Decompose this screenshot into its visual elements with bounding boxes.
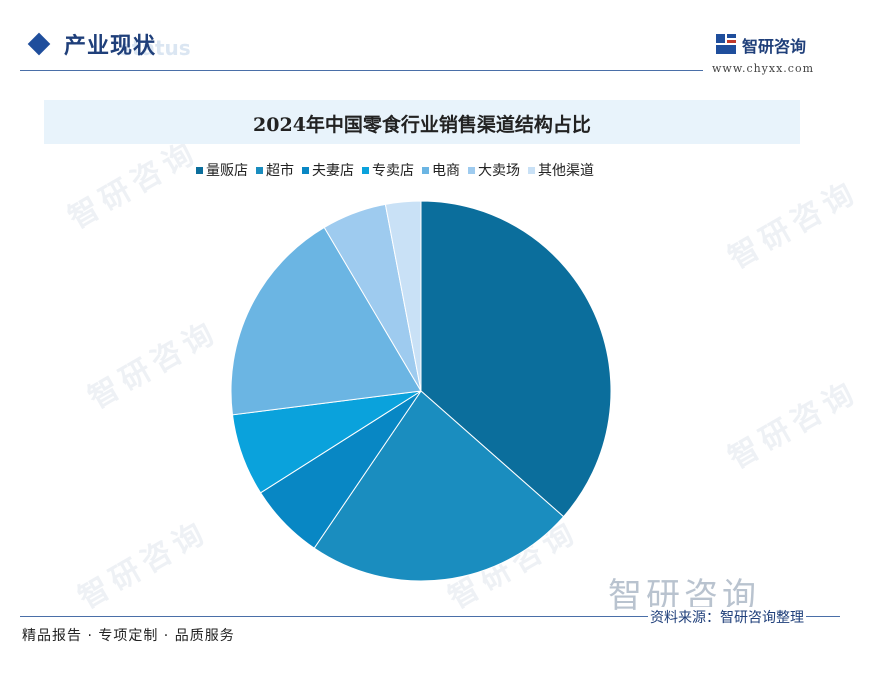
pie-slice-6 [384,200,422,392]
legend-label: 量贩店 [206,163,248,179]
legend-label: 超市 [266,163,294,179]
chart-legend: 量贩店 超市 夫妻店 专卖店 电商 大卖场 其他渠道 [196,160,602,180]
footer-slogan: 精品报告 · 专项定制 · 品质服务 [22,628,235,644]
page-header: status 产业现状 智研咨询 www.chyxx.com [0,0,869,80]
legend-label: 电商 [432,163,460,179]
legend-label: 夫妻店 [312,163,354,179]
chart-title-band: 2024年中国零食行业销售渠道结构占比 [44,100,800,144]
pie-slice-4 [230,226,422,416]
legend-item: 电商 [422,160,460,180]
legend-label: 其他渠道 [538,163,594,179]
legend-swatch [422,166,429,174]
legend-swatch [256,166,263,174]
legend-swatch [362,166,369,174]
legend-item: 其他渠道 [528,160,594,180]
chart-title: 2024年中国零食行业销售渠道结构占比 [253,114,591,136]
footer-divider [20,616,840,617]
legend-label: 大卖场 [478,163,520,179]
section-title: 产业现状 [64,34,157,59]
legend-item: 专卖店 [362,160,414,180]
legend-item: 超市 [256,160,294,180]
legend-label: 专卖店 [372,163,414,179]
legend-swatch [196,166,203,174]
legend-item: 夫妻店 [302,160,354,180]
legend-item: 量贩店 [196,160,248,180]
brand-logo-icon [716,34,736,54]
legend-swatch [302,166,309,174]
header-divider [20,70,703,71]
pie-slice-1 [313,390,565,582]
brand-name: 智研咨询 [742,37,807,56]
legend-item: 大卖场 [468,160,520,180]
footer-source: 资料来源：智研咨询整理 [648,607,806,627]
legend-swatch [468,166,475,174]
legend-swatch [528,166,535,174]
pie-slice-0 [420,200,612,518]
brand-url: www.chyxx.com [712,62,815,75]
